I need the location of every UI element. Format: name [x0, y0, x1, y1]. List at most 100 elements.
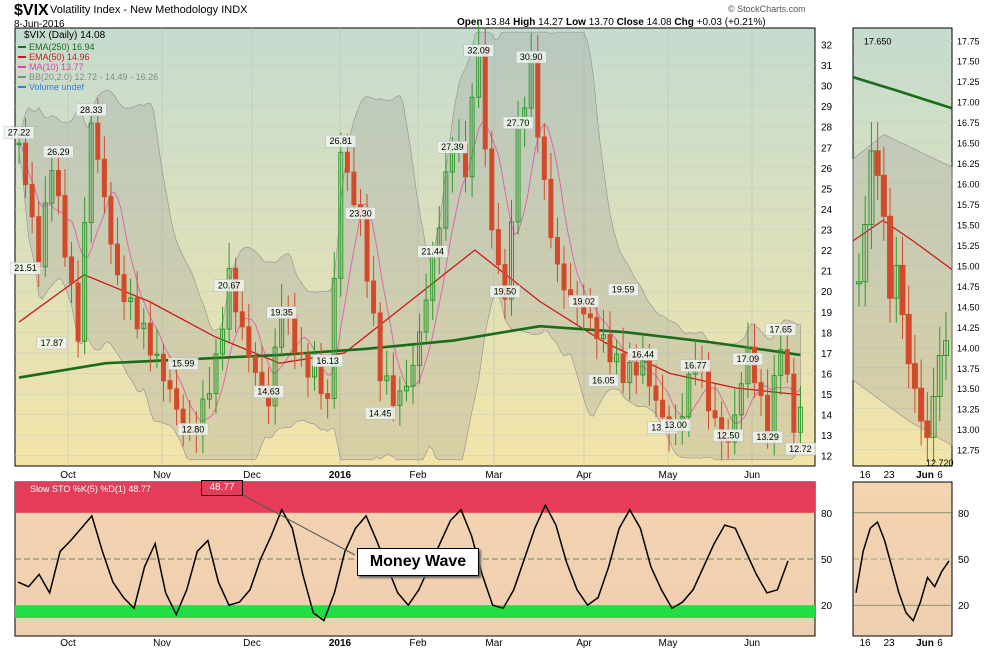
candle-body: [49, 170, 55, 204]
candle-body: [364, 215, 370, 282]
price-label-bg: [765, 323, 796, 336]
price-label: 32.09: [467, 46, 490, 56]
zoom-candle-body: [918, 387, 925, 422]
price-tick-label: 17: [821, 349, 833, 360]
ohlc-readout: Open 13.84 High 14.27 Low 13.70 Close 14…: [457, 17, 766, 28]
candle-body: [29, 184, 35, 218]
price-tick-label: 20: [821, 287, 833, 298]
chg-label: Chg: [674, 17, 694, 28]
price-label-bg: [627, 348, 659, 361]
price-label: 16.77: [684, 361, 707, 371]
sto-month-label: Nov: [153, 638, 171, 649]
price-label-bg: [680, 359, 711, 372]
price-label-bg: [502, 116, 534, 130]
candle-body: [495, 229, 501, 266]
candle-body: [797, 406, 803, 433]
zoom-tick-label: 13.75: [957, 364, 980, 374]
zoom-price-label: 12.720: [926, 458, 954, 468]
oversold-zone: [15, 605, 815, 618]
price-label-bg: [417, 245, 448, 258]
price-tick-label: 32: [821, 40, 833, 51]
high-value: 14.27: [538, 17, 564, 28]
candle-body: [554, 237, 560, 265]
candle-body: [62, 195, 68, 258]
sto-month-label: May: [659, 638, 678, 649]
zoom-candle-body: [880, 174, 887, 217]
money-wave-callout: Money Wave: [357, 548, 479, 576]
candle-body: [548, 178, 554, 239]
legend-entry: MA(10) 13.77: [29, 62, 84, 72]
candle-body: [226, 267, 232, 330]
candle-body: [607, 334, 613, 363]
zoom-x-label: Jun: [916, 470, 934, 481]
low-label: Low: [565, 17, 586, 28]
price-label: 12.72: [789, 444, 812, 454]
candle-body: [646, 359, 652, 387]
price-tick-label: 23: [821, 226, 833, 237]
candle-body: [344, 151, 350, 173]
price-label: 21.44: [421, 247, 444, 257]
candle-body: [101, 158, 107, 198]
zoom-candle-body: [856, 281, 862, 285]
zoom-candle-body: [911, 363, 918, 389]
price-label-bg: [607, 283, 639, 296]
price-label: 17.87: [41, 338, 64, 348]
month-tick-label: Nov: [153, 470, 171, 481]
legend-entry: BB(20,2.0) 12.72 - 14.49 - 16.26: [29, 72, 158, 82]
ema50-line: [18, 249, 801, 396]
candle-body: [489, 148, 495, 231]
zoom-candle-body: [893, 264, 900, 299]
zoom-sto-tick: 50: [958, 555, 970, 566]
price-label: 27.22: [8, 128, 31, 138]
sto-month-label: Oct: [60, 638, 76, 649]
candle-body: [535, 57, 541, 138]
price-tick-label: 19: [821, 308, 833, 319]
chart-date: 8-Jun-2016: [14, 19, 65, 30]
candle-body: [75, 282, 81, 342]
candle-body: [338, 151, 344, 279]
price-label: 17.65: [769, 325, 792, 335]
month-tick-label: May: [659, 470, 678, 481]
sto-month-label: 2016: [329, 638, 352, 649]
price-label-bg: [213, 279, 245, 292]
candle-body: [509, 221, 514, 300]
zoom-candle-body: [874, 150, 881, 176]
price-tick-label: 28: [821, 123, 833, 134]
sto-title: Slow STO %K(5) %D(1) 48.77: [30, 484, 151, 494]
price-tick-label: 13: [821, 431, 833, 442]
candle-body: [42, 202, 48, 268]
candle-body: [758, 382, 764, 397]
price-tick-label: 27: [821, 143, 833, 154]
price-label-bg: [36, 336, 68, 350]
sto-tick-label: 20: [821, 601, 833, 612]
ma10-line: [18, 122, 801, 425]
month-tick-label: Mar: [485, 470, 503, 481]
price-tick-label: 25: [821, 184, 833, 195]
candle-body: [403, 385, 409, 392]
candle-body: [738, 383, 744, 416]
zoom-sto-x-label: 6: [937, 638, 943, 649]
zoom-tick-label: 17.50: [957, 57, 980, 67]
zoom-tick-label: 14.00: [957, 343, 980, 353]
price-label: 17.09: [737, 354, 760, 364]
price-label: 26.29: [47, 147, 70, 157]
zoom-tick-label: 15.00: [957, 261, 980, 271]
price-label-bg: [785, 442, 816, 456]
candle-body: [318, 365, 324, 395]
price-label: 21.51: [14, 263, 37, 273]
price-tick-label: 30: [821, 82, 833, 93]
zoom-tick-label: 16.50: [957, 139, 980, 149]
zoom-candle-body: [887, 215, 894, 299]
candle-body: [417, 331, 423, 366]
month-tick-label: Oct: [60, 470, 76, 481]
price-tick-label: 21: [821, 267, 833, 278]
chart-title: $VIX (Daily) 14.08: [24, 30, 106, 41]
candle-body: [272, 346, 278, 407]
zoom-x-label: 6: [937, 470, 943, 481]
candle-body: [712, 410, 718, 419]
sto-month-label: Jun: [744, 638, 760, 649]
candle-body: [88, 122, 94, 224]
zoom-tick-label: 17.75: [957, 36, 980, 46]
candles: [16, 22, 803, 461]
candle-body: [16, 142, 22, 146]
